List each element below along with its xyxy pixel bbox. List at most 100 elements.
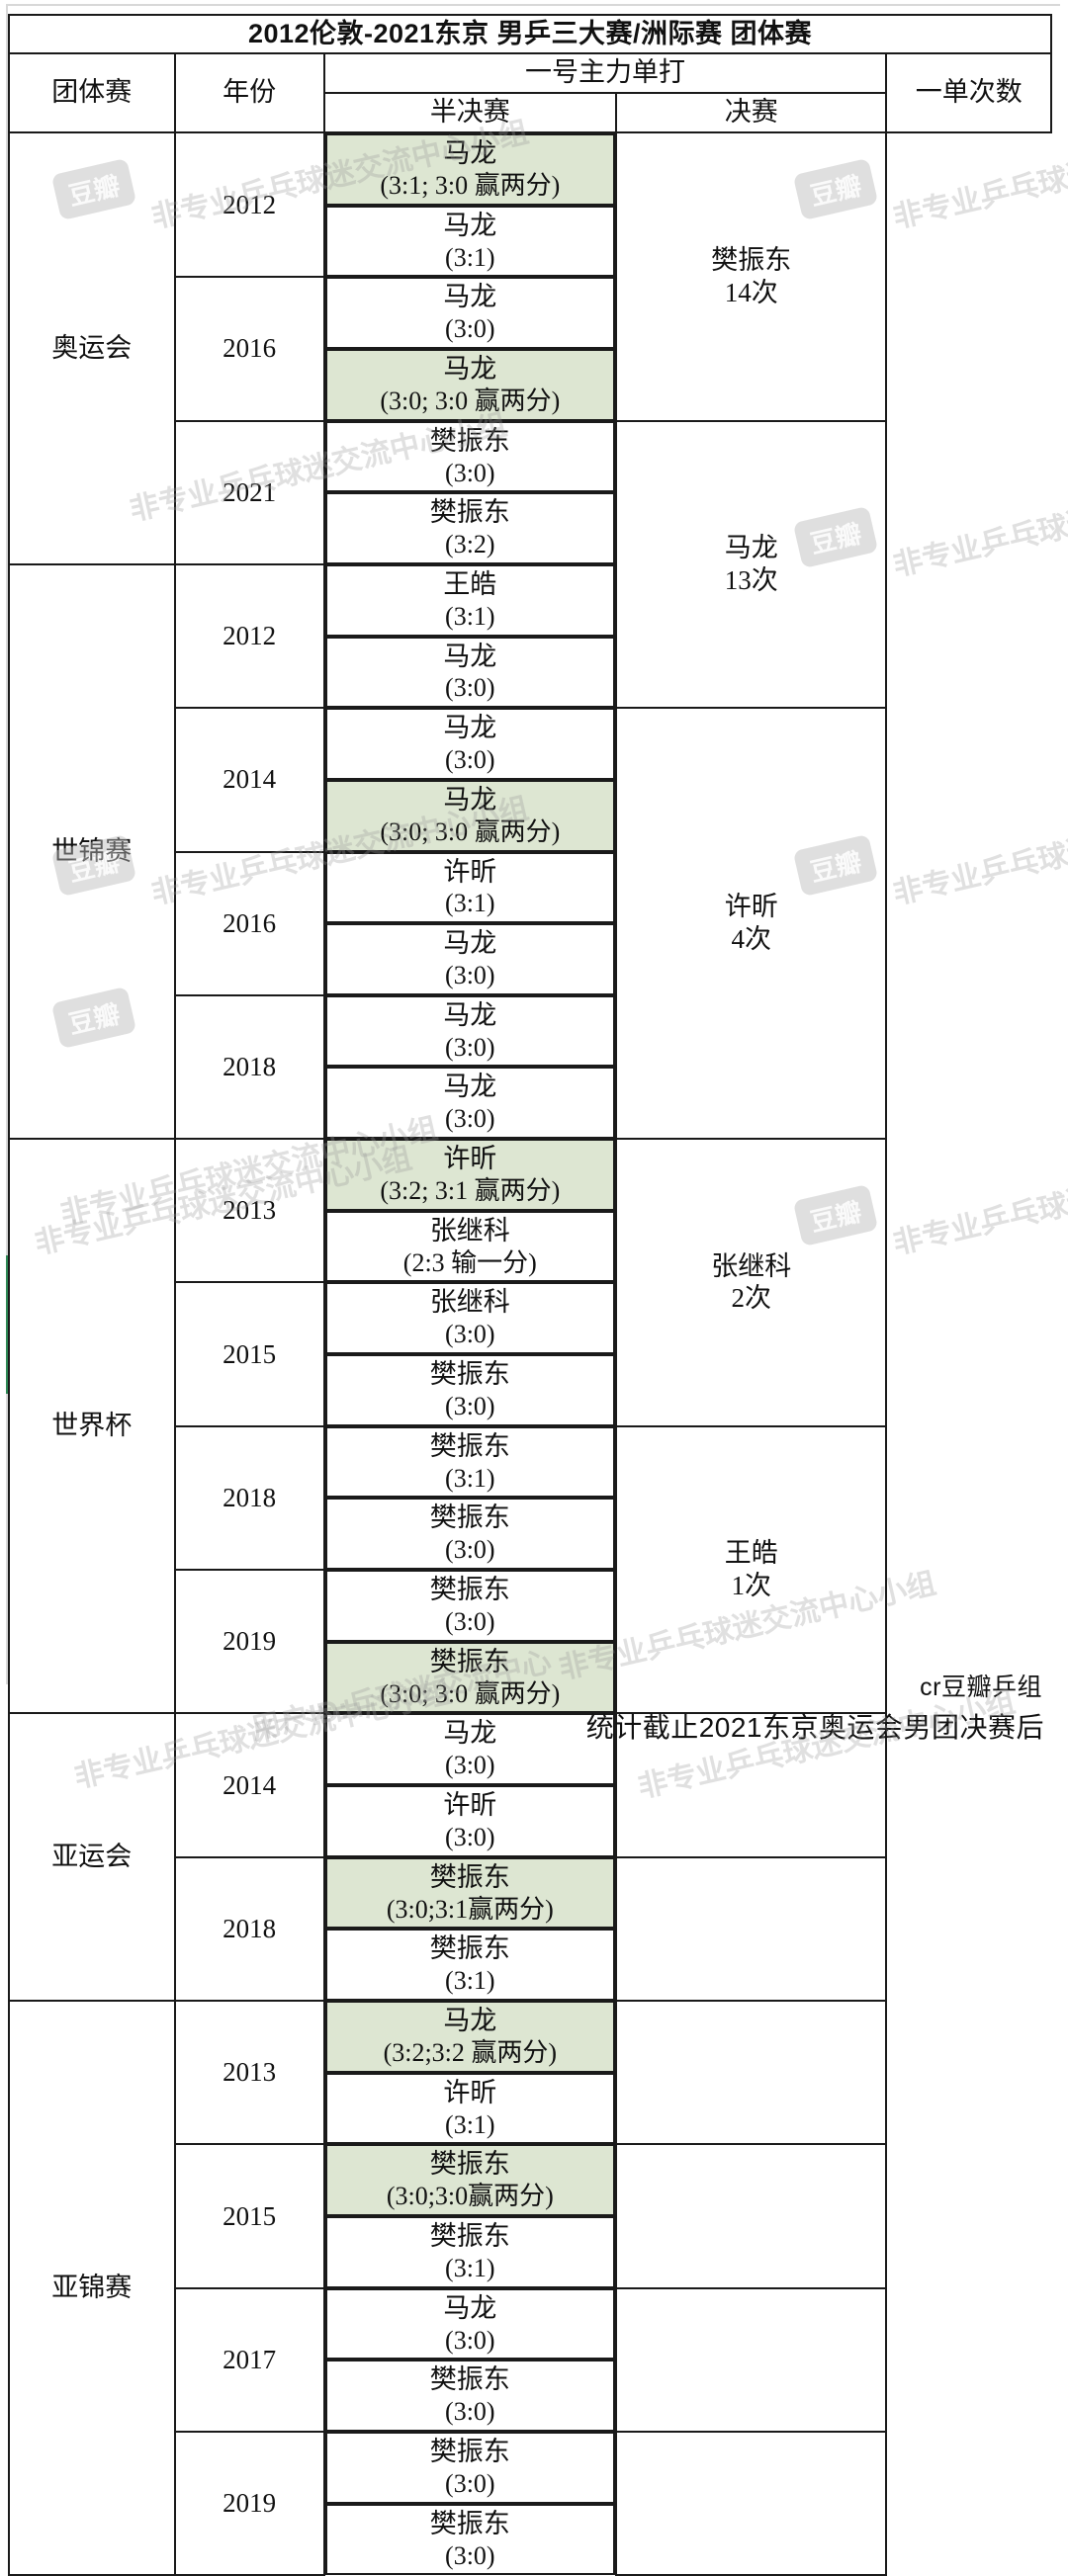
ace-count-cell: 樊振东 14次 [615, 130, 888, 422]
match-score: (3:0; 3:0 赢两分) [380, 386, 561, 415]
semifinal-cell: 许昕 (3:2; 3:1 赢两分) [324, 1139, 616, 1211]
final-cell: 马龙 (3:0; 3:0 赢两分) [324, 779, 616, 852]
table-title: 2012伦敦-2021东京 男乒三大赛/洲际赛 团体赛 [8, 14, 1052, 54]
player-name: 樊振东 [429, 2220, 510, 2251]
year-cell: 2016 [173, 276, 325, 422]
match-score: (3:1) [445, 1966, 495, 1996]
match-score: (3:0) [445, 1535, 495, 1565]
match-score: (3:0) [445, 314, 495, 344]
ace-count-cell: 马龙 13次 [615, 419, 888, 710]
table-row: 2019 樊振东 (3:0) 樊振东 (3:0; 3:0 赢两分) [9, 1569, 1051, 1715]
player-name: 马龙 [443, 282, 497, 312]
header-col-count: 一单次数 [885, 51, 1052, 133]
semifinal-cell: 马龙 (3:0) [324, 994, 616, 1068]
match-score: (3:0) [445, 2397, 495, 2427]
match-score: (3:0) [445, 2325, 495, 2355]
year-cell: 2012 [173, 562, 325, 710]
match-score: (3:0) [445, 2468, 495, 2498]
match-score: (3:0) [445, 1751, 495, 1780]
year-cell: 2018 [173, 1855, 325, 2003]
player-name: 马龙 [443, 713, 497, 743]
footer-credit: cr豆瓣乒组 [920, 1674, 1042, 1701]
player-name: 樊振东 [429, 2149, 510, 2180]
ace-count-cell: 王皓 1次 [615, 1424, 888, 1715]
match-score: (3:0) [445, 458, 495, 487]
table-row: 2016 许昕 (3:1) 马龙 (3:0) [9, 850, 1051, 996]
semifinal-cell: 马龙 (3:2;3:2 赢两分) [324, 2001, 616, 2073]
semifinal-cell: 樊振东 (3:0;3:1赢两分) [324, 1856, 616, 1930]
ace-player-name: 樊振东 [711, 244, 792, 275]
match-score: (3:2; 3:1 赢两分) [380, 1176, 561, 1206]
ace-player-times: 2次 [731, 1283, 772, 1314]
ace-count-cell [615, 2430, 888, 2576]
match-score: (3:1) [445, 1463, 495, 1493]
table-row: 2018 马龙 (3:0) 马龙 (3:0) [9, 993, 1051, 1141]
table-row: 世锦赛 2012 王皓 (3:1) 马龙 (3:0) [8, 562, 1051, 1141]
year-cell: 2021 [173, 419, 325, 565]
year-cell: 2012 [173, 130, 325, 279]
match-score: (3:1) [445, 2253, 495, 2282]
table-row: 2018 樊振东 (3:1) 樊振东 (3:0) 王皓 1次 [9, 1424, 1051, 1715]
semifinal-cell: 王皓 (3:1) [324, 563, 616, 637]
year-cell: 2014 [173, 1712, 325, 1858]
ace-player-name: 王皓 [724, 1538, 778, 1569]
player-name: 樊振东 [429, 425, 510, 456]
semifinal-cell: 樊振东 (3:0) [324, 2431, 616, 2504]
year-cell: 2016 [173, 850, 325, 996]
year-cell: 2015 [173, 1281, 325, 1427]
final-cell: 许昕 (3:0) [324, 1785, 616, 1857]
match-score: (3:0;3:1赢两分) [386, 1894, 554, 1924]
ace-player-times: 14次 [724, 277, 778, 307]
match-score: (2:3 输一分) [402, 1247, 537, 1277]
player-name: 马龙 [443, 928, 497, 959]
semifinal-cell: 马龙 (3:0) [324, 708, 616, 780]
group-name-3: 亚运会 [8, 1712, 176, 2002]
sheet-left-edge [6, 4, 8, 1684]
ace-count-cell [615, 2143, 888, 2289]
match-score: (3:0) [445, 1104, 495, 1134]
final-cell: 马龙 (3:0) [324, 1067, 616, 1140]
final-cell: 樊振东 (3:2) [324, 492, 616, 564]
ace-player-times: 13次 [724, 564, 778, 595]
player-name: 樊振东 [429, 2364, 510, 2395]
year-cell: 2018 [173, 1424, 325, 1572]
ace-count-cell [615, 1855, 888, 2003]
match-score: (3:0) [445, 745, 495, 775]
final-cell: 樊振东 (3:0) [324, 2360, 616, 2432]
match-score: (3:0) [445, 673, 495, 703]
player-name: 马龙 [443, 1072, 497, 1102]
semifinal-cell: 张继科 (3:0) [324, 1282, 616, 1355]
match-score: (3:1; 3:0 赢两分) [380, 170, 561, 200]
match-score: (3:0; 3:0 赢两分) [380, 1678, 561, 1708]
table-row: 奥运会 2012 马龙 (3:1; 3:0 赢两分) 马龙 (3:1) 樊振东 14次 [8, 130, 1051, 565]
semifinal-cell: 樊振东 (3:0;3:0赢两分) [324, 2144, 616, 2216]
player-name: 马龙 [443, 1718, 497, 1749]
semifinal-cell: 马龙 (3:0) [324, 277, 616, 349]
player-name: 张继科 [429, 1287, 510, 1318]
table-row: 亚锦赛 2013 马龙 (3:2;3:2 赢两分) 许昕 (3:1) [8, 1999, 1051, 2576]
group-name-1: 世锦赛 [8, 562, 176, 1141]
player-name: 许昕 [443, 1790, 497, 1821]
final-cell: 樊振东 (3:1) [324, 2215, 616, 2288]
player-name: 樊振东 [429, 1575, 510, 1605]
year-cell: 2013 [173, 1999, 325, 2146]
match-score: (3:0;3:0赢两分) [386, 2182, 554, 2211]
ace-player-name: 许昕 [724, 892, 778, 922]
group-name-4: 亚锦赛 [8, 1999, 176, 2576]
player-name: 樊振东 [429, 2436, 510, 2466]
match-score: (3:0) [445, 1822, 495, 1851]
player-name: 樊振东 [429, 497, 510, 528]
final-cell: 樊振东 (3:0; 3:0 赢两分) [324, 1641, 616, 1714]
ace-player-name: 张继科 [711, 1250, 792, 1281]
final-cell: 张继科 (2:3 输一分) [324, 1210, 616, 1283]
player-name: 许昕 [443, 2077, 497, 2107]
group-name-0: 奥运会 [8, 130, 176, 565]
semifinal-cell: 马龙 (3:1; 3:0 赢两分) [324, 132, 616, 206]
ace-count-cell [615, 1999, 888, 2146]
match-score: (3:0; 3:0 赢两分) [380, 816, 561, 846]
final-cell: 樊振东 (3:0) [324, 2503, 616, 2576]
table-row: 2016 马龙 (3:0) 马龙 (3:0; 3:0 赢两分) [9, 276, 1051, 422]
final-cell: 樊振东 (3:1) [324, 1929, 616, 2001]
player-name: 樊振东 [429, 1503, 510, 1533]
final-cell: 许昕 (3:1) [324, 2072, 616, 2145]
